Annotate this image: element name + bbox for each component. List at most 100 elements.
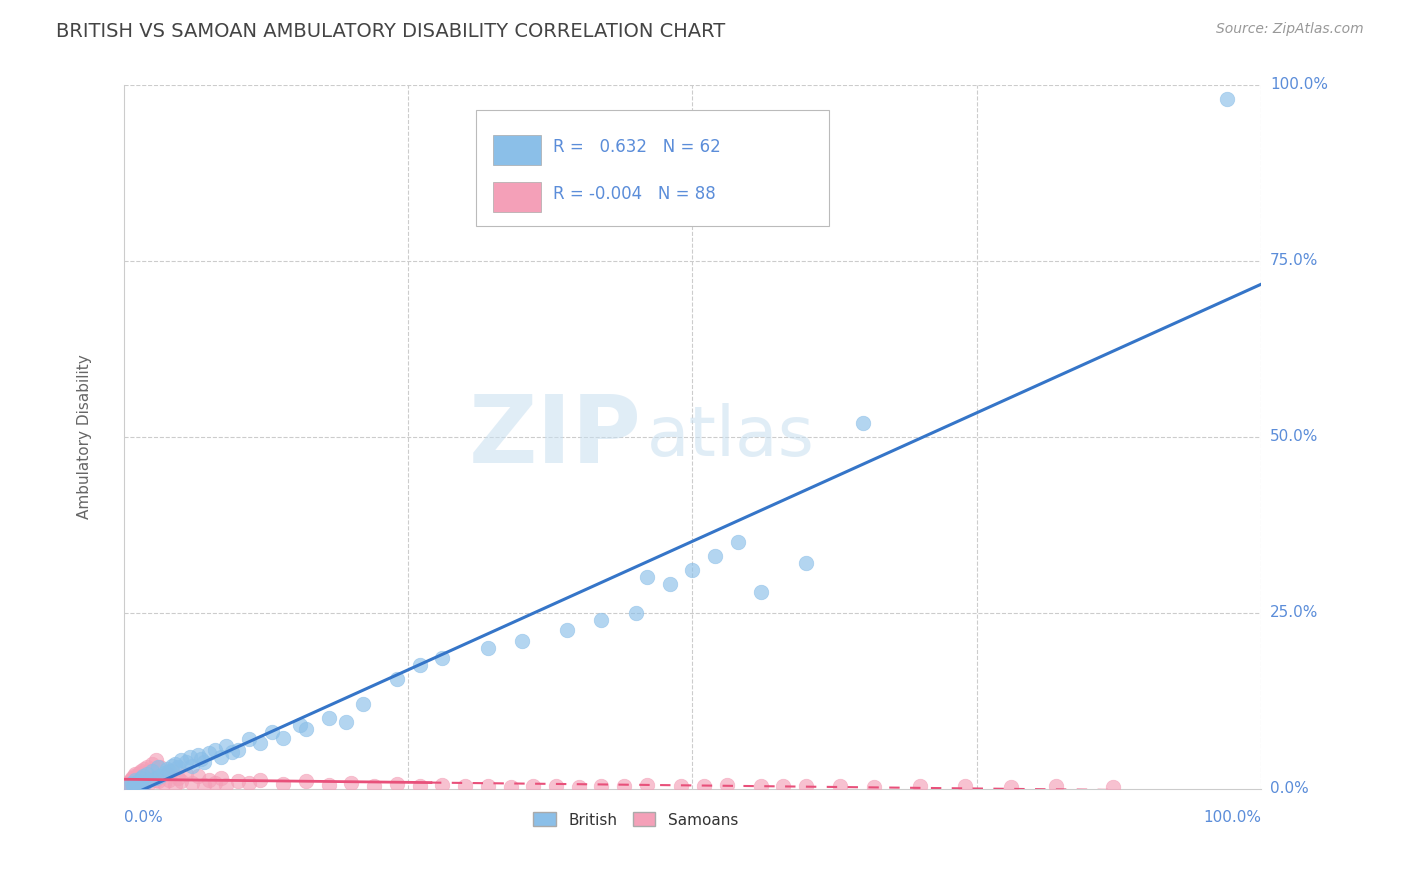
Point (454, 779, 477, 793)
Point (176, 767, 198, 781)
Point (134, 762, 156, 776)
Text: BRITISH VS SAMOAN AMBULATORY DISABILITY CORRELATION CHART: BRITISH VS SAMOAN AMBULATORY DISABILITY … (56, 22, 725, 41)
Point (794, 557, 817, 571)
Point (295, 774, 318, 789)
Point (157, 764, 180, 778)
Point (408, 658, 430, 673)
Point (852, 416, 875, 430)
Point (127, 774, 149, 789)
Point (727, 535, 749, 549)
Point (499, 780, 522, 794)
Point (238, 732, 260, 747)
Point (238, 776, 260, 790)
Point (134, 766, 156, 780)
Point (830, 780, 852, 794)
Point (146, 774, 169, 789)
Point (557, 624, 579, 638)
Point (132, 769, 155, 783)
Point (215, 739, 238, 754)
Point (134, 776, 156, 790)
Point (128, 778, 150, 792)
Point (129, 776, 152, 790)
Point (146, 760, 169, 774)
Point (1102, 780, 1125, 794)
Point (156, 767, 179, 781)
Point (624, 606, 647, 620)
Point (117, 780, 139, 794)
Point (226, 743, 249, 757)
Point (149, 760, 172, 774)
Point (669, 779, 692, 793)
Point (693, 780, 716, 794)
Point (432, 651, 454, 665)
Point (135, 767, 157, 781)
Point (170, 753, 193, 767)
Point (209, 771, 232, 785)
Point (129, 764, 152, 778)
Point (132, 773, 155, 788)
Point (1045, 780, 1067, 794)
Point (118, 778, 141, 792)
Text: 25.0%: 25.0% (1270, 605, 1319, 620)
Point (190, 752, 212, 766)
Point (167, 760, 190, 774)
Point (204, 743, 226, 757)
Point (122, 776, 145, 790)
Point (121, 776, 143, 790)
Point (704, 549, 727, 564)
Point (591, 779, 613, 793)
Point (124, 777, 146, 791)
Point (124, 777, 146, 791)
Point (198, 773, 221, 788)
FancyBboxPatch shape (494, 136, 541, 165)
Point (908, 779, 931, 793)
Point (187, 747, 209, 762)
Point (138, 776, 160, 790)
Point (160, 759, 183, 773)
Point (122, 779, 145, 793)
Point (117, 778, 139, 792)
Text: Source: ZipAtlas.com: Source: ZipAtlas.com (1216, 22, 1364, 37)
Point (658, 577, 681, 591)
Point (121, 771, 143, 785)
Point (340, 776, 363, 790)
Point (613, 780, 636, 794)
Point (138, 764, 160, 778)
Text: 75.0%: 75.0% (1270, 253, 1319, 268)
Point (198, 747, 221, 761)
Point (128, 779, 150, 793)
Point (249, 773, 271, 788)
Point (636, 778, 658, 792)
Point (749, 584, 772, 599)
Point (193, 755, 215, 769)
Point (408, 780, 430, 794)
Point (271, 731, 294, 745)
Point (318, 778, 340, 792)
Point (181, 759, 204, 773)
Point (432, 778, 454, 792)
Point (352, 697, 374, 711)
Point (124, 767, 146, 781)
Text: 0.0%: 0.0% (1270, 781, 1309, 796)
Point (568, 780, 591, 794)
Point (215, 778, 238, 792)
Point (128, 774, 150, 789)
Point (165, 778, 187, 792)
Point (636, 570, 658, 584)
Text: atlas: atlas (647, 403, 815, 470)
Point (167, 771, 190, 785)
Point (131, 767, 153, 781)
Point (128, 766, 150, 780)
Point (221, 745, 243, 759)
Point (135, 760, 157, 774)
Point (682, 563, 704, 577)
Legend: British, Samoans: British, Samoans (527, 806, 744, 834)
Point (135, 774, 157, 789)
Text: 100.0%: 100.0% (1270, 78, 1329, 93)
Point (141, 756, 163, 771)
Point (117, 776, 139, 790)
Point (152, 776, 174, 790)
Point (157, 773, 180, 788)
Point (955, 780, 977, 794)
Point (145, 753, 167, 767)
